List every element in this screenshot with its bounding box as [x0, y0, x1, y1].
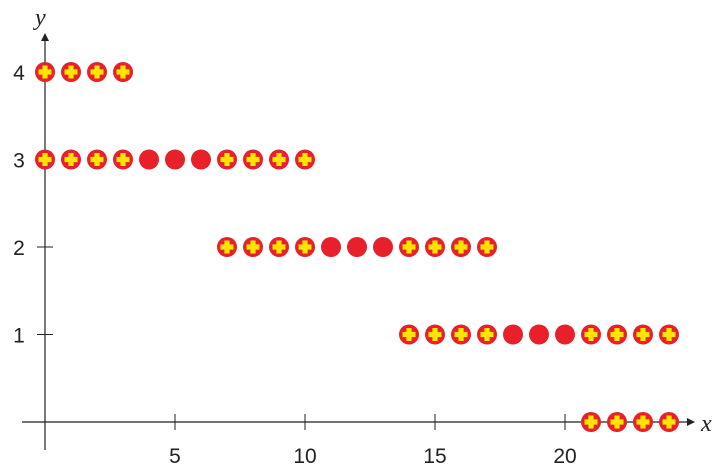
y-tick-label: 2: [13, 237, 25, 260]
plus-circle-point: [113, 62, 133, 82]
plus-circle-point: [477, 237, 497, 257]
x-tick-label: 5: [169, 445, 181, 468]
plus-circle-point: [113, 149, 133, 170]
y-tick-label: 4: [13, 62, 25, 85]
plus-circle-point: [269, 149, 289, 170]
plus-circle-point: [451, 237, 471, 257]
y-tick-label: 3: [13, 150, 25, 173]
solid-point: [555, 324, 575, 345]
solid-point: [321, 237, 341, 257]
plus-circle-point: [425, 237, 445, 257]
plus-circle-point: [217, 237, 237, 257]
plus-circle-point: [243, 149, 263, 170]
plus-circle-point: [633, 412, 653, 432]
plus-circle-point: [217, 149, 237, 170]
plus-circle-point: [269, 237, 289, 257]
solid-point: [165, 149, 185, 170]
plus-circle-point: [61, 62, 81, 82]
plus-circle-point: [451, 324, 471, 345]
x-tick-label: 15: [423, 445, 446, 468]
solid-point: [529, 324, 549, 345]
plus-circle-point: [35, 149, 55, 170]
plus-circle-point: [61, 149, 81, 170]
plus-circle-point: [581, 324, 601, 345]
solid-point: [347, 237, 367, 257]
solid-point: [503, 324, 523, 345]
plus-circle-point: [633, 324, 653, 345]
plus-circle-point: [425, 324, 445, 345]
y-axis-label: y: [33, 5, 46, 31]
solid-point: [139, 149, 159, 170]
x-tick-label: 10: [293, 445, 316, 468]
plus-circle-point: [295, 149, 315, 170]
plus-circle-point: [399, 324, 419, 345]
plus-circle-point: [295, 237, 315, 257]
plus-circle-point: [87, 149, 107, 170]
x-axis-label: x: [700, 411, 712, 437]
plus-circle-point: [399, 237, 419, 257]
plus-circle-point: [581, 412, 601, 432]
plus-circle-point: [35, 62, 55, 82]
y-tick-label: 1: [13, 325, 25, 348]
plus-circle-point: [87, 62, 107, 82]
plus-circle-point: [659, 412, 679, 432]
plus-circle-point: [477, 324, 497, 345]
plus-circle-point: [243, 237, 263, 257]
plus-circle-point: [659, 324, 679, 345]
plus-circle-point: [607, 324, 627, 345]
data-points: [35, 62, 679, 432]
x-tick-label: 20: [553, 445, 576, 468]
solid-point: [191, 149, 211, 170]
plus-circle-point: [607, 412, 627, 432]
solid-point: [373, 237, 393, 257]
